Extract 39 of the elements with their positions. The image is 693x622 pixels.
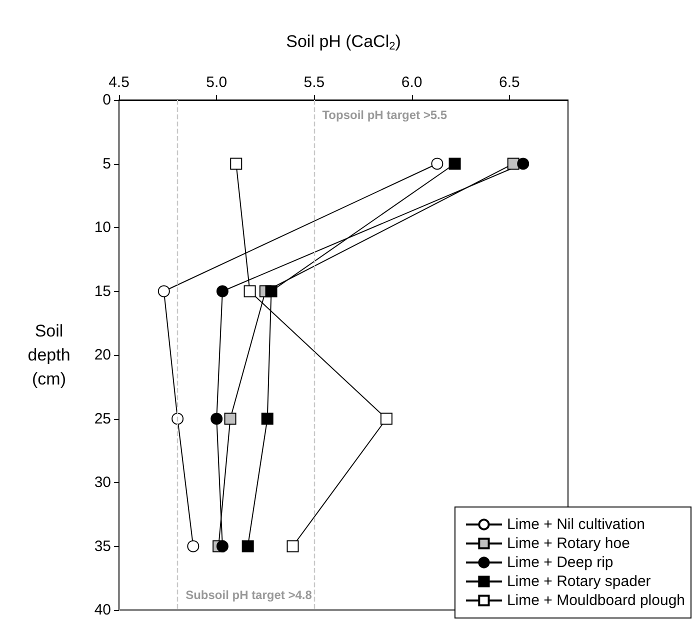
- x-tick-label: 5.5: [304, 74, 325, 91]
- point: [210, 412, 223, 425]
- point: [158, 285, 170, 298]
- point: [448, 158, 461, 170]
- y-tick-label: 20: [94, 346, 111, 364]
- legend-label: Lime + Deep rip: [506, 554, 614, 571]
- point: [380, 412, 392, 425]
- y-tick-label: 25: [94, 410, 111, 428]
- point: [265, 285, 278, 298]
- point: [286, 540, 299, 552]
- ref-line-label: Subsoil pH target >4.8: [186, 588, 312, 602]
- point: [187, 540, 200, 552]
- ref-line-label: Topsoil pH target >5.5: [322, 108, 448, 122]
- point: [230, 158, 242, 170]
- y-tick-label: 5: [102, 155, 111, 172]
- x-tick-label: 4.5: [108, 74, 130, 91]
- point: [517, 158, 530, 170]
- point: [224, 412, 236, 425]
- y-tick-label: 10: [94, 219, 111, 236]
- legend-label: Lime + Rotary spader: [506, 573, 651, 590]
- legend-label: Lime + Mouldboard plough: [506, 592, 686, 609]
- y-tick-label: 35: [94, 538, 111, 555]
- point: [261, 412, 274, 425]
- legend-label: Lime + Rotary hoe: [506, 535, 630, 552]
- point: [216, 285, 228, 298]
- x-tick-label: 5.0: [206, 74, 228, 91]
- x-tick-label: 6.5: [499, 74, 520, 91]
- point: [431, 158, 444, 170]
- y-tick-label: 15: [94, 282, 111, 300]
- x-tick-label: 6.0: [401, 74, 422, 91]
- y-tick-label: 40: [94, 602, 111, 618]
- y-axis-title: Soil depth (cm): [28, 322, 70, 388]
- point: [216, 540, 228, 552]
- y-tick-label: 30: [94, 474, 111, 491]
- point: [242, 540, 254, 552]
- y-tick-label: 0: [102, 92, 111, 108]
- point: [244, 285, 256, 298]
- point: [172, 412, 184, 425]
- legend-label: Lime + Nil cultivation: [506, 516, 645, 533]
